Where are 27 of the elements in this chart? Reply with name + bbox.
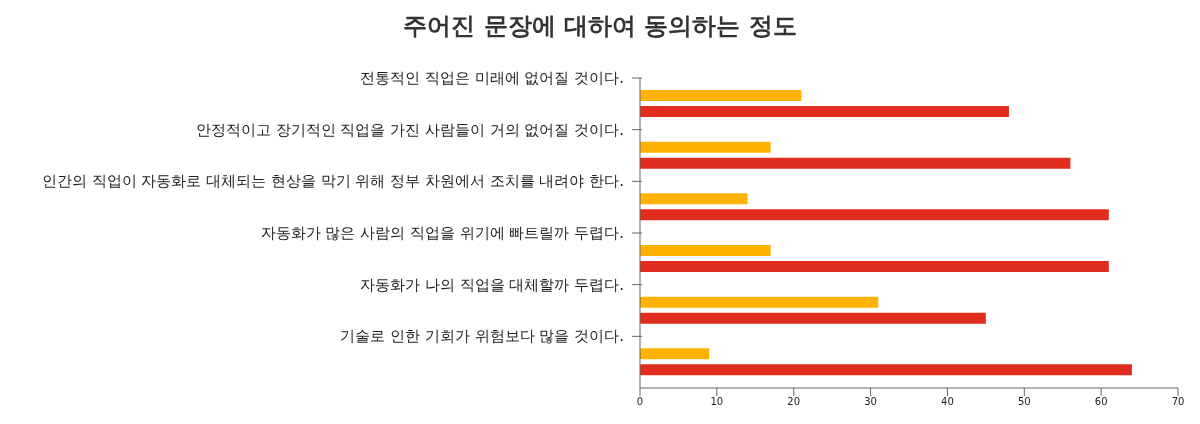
y-tick-label: 자동화가 나의 직업을 대체할까 두렵다.: [360, 275, 624, 294]
bar: [640, 141, 771, 153]
x-tick-label: 40: [941, 396, 954, 408]
x-tick-label: 20: [787, 396, 801, 408]
bar: [640, 261, 1109, 272]
bar: [640, 312, 986, 324]
y-tick-label: 안정적이고 장기적인 직업을 가진 사람들이 거의 없어질 것이다.: [195, 120, 624, 139]
bar: [640, 209, 1109, 221]
bar: [640, 193, 748, 205]
y-tick-label: 인간의 직업이 자동화로 대체되는 현상을 막기 위해 정부 차원에서 조치를 내려야 한다.: [41, 172, 624, 191]
bar: [640, 364, 1132, 376]
bar: [640, 106, 1009, 117]
bar: [640, 348, 710, 360]
x-tick-label: 10: [710, 396, 724, 408]
bar: [640, 90, 802, 101]
chart-title: 주어진 문장에 대하여 동의하는 정도: [402, 11, 798, 42]
y-tick-label: 전통적인 직업은 미래에 없어질 것이다.: [360, 69, 624, 87]
x-tick-label: 60: [1094, 396, 1108, 408]
bar: [640, 157, 1071, 169]
x-tick-label: 0: [636, 396, 644, 408]
bar: [640, 296, 879, 308]
x-tick-label: 70: [1171, 396, 1185, 408]
x-tick-label: 30: [864, 396, 877, 408]
y-tick-label: 자동화가 많은 사람의 직업을 위기에 빠트릴까 두렵다.: [260, 224, 624, 242]
y-tick-label: 기술로 인한 기회가 위험보다 많을 것이다.: [340, 327, 624, 346]
x-tick-label: 50: [1017, 396, 1031, 408]
bar: [640, 245, 771, 256]
